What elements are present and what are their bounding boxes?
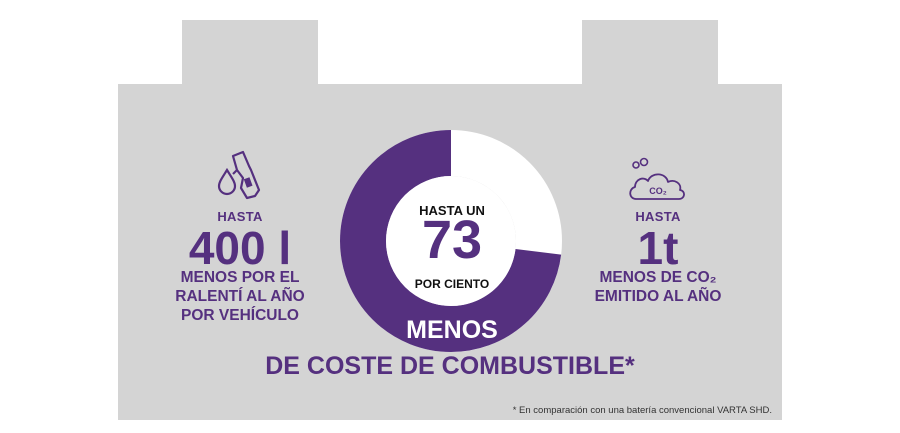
right-stat-prefix: HASTA	[635, 209, 681, 224]
left-stat-desc-1: MENOS POR EL	[180, 269, 300, 286]
donut-hole	[386, 176, 516, 306]
left-stat-prefix: HASTA	[217, 209, 263, 224]
left-stat-value: 400 l	[188, 222, 292, 274]
right-stat-desc-1: MENOS DE CO₂	[599, 269, 717, 286]
left-stat-desc-2: RALENTÍ AL AÑO	[175, 288, 305, 305]
left-stat-desc-3: POR VEHÍCULO	[181, 307, 299, 324]
co2-cloud-icon: CO₂	[629, 157, 685, 200]
center-stat-prefix: HASTA UN	[419, 203, 485, 218]
center-stat-unit: POR CIENTO	[414, 277, 490, 291]
percent-donut	[340, 130, 562, 352]
donut-fill-arc	[340, 130, 562, 352]
center-stat-value: 73	[421, 210, 483, 270]
right-stat-desc-2: EMITIDO AL AÑO	[594, 288, 722, 305]
fuel-nozzle-icon	[217, 150, 261, 200]
cloud-label: CO₂	[649, 186, 667, 196]
right-stat-value: 1t	[637, 222, 679, 274]
center-heading-1: MENOS	[406, 316, 498, 344]
center-heading-2: DE COSTE DE COMBUSTIBLE*	[265, 352, 635, 380]
footnote: * En comparación con una batería convenc…	[512, 405, 772, 416]
